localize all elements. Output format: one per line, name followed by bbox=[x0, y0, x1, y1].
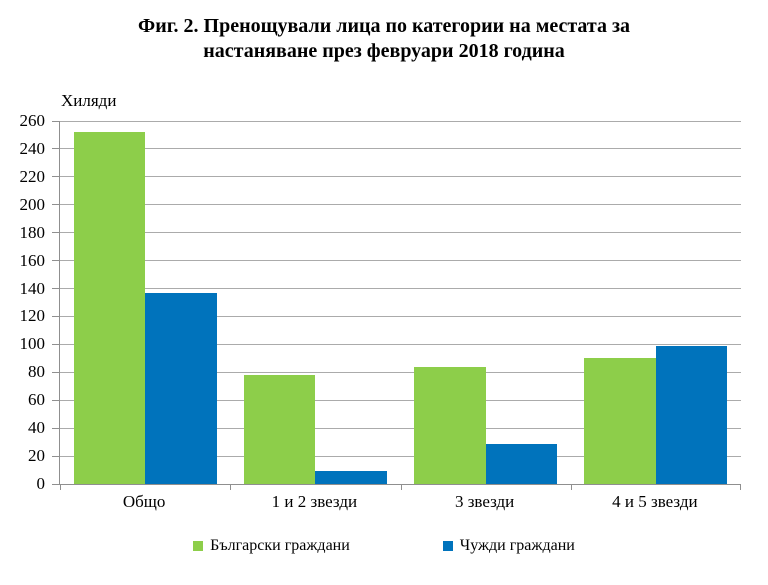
x-category-label-2: 1 и 2 звезди bbox=[271, 492, 358, 511]
bar-bulgarian-3 bbox=[414, 366, 486, 484]
x-axis-labels: Общо 1 и 2 звезди 3 звезди 4 и 5 звезди bbox=[59, 491, 740, 513]
y-tick-label-20: 20 bbox=[28, 446, 45, 466]
y-tick-label-80: 80 bbox=[28, 362, 45, 382]
y-tick-label-60: 60 bbox=[28, 390, 45, 410]
x-tick-mark-2 bbox=[400, 484, 402, 490]
gridline-y-40 bbox=[60, 427, 741, 429]
bar-foreign-1 bbox=[145, 292, 217, 484]
gridline-y-60 bbox=[60, 399, 741, 401]
legend-label-bulgarian: Български граждани bbox=[210, 537, 350, 554]
y-axis-tick-labels: 0 20 40 60 80 100 120 140 160 180 200 220 240 260 bbox=[0, 112, 46, 493]
x-category-label-4: 4 и 5 звезди bbox=[612, 492, 698, 511]
legend-item-bulgarian: Български граждани bbox=[193, 537, 350, 555]
bar-bulgarian-1 bbox=[73, 132, 145, 484]
y-tick-label-0: 0 bbox=[36, 474, 46, 493]
bar-foreign-4 bbox=[655, 345, 728, 484]
bar-foreign-2 bbox=[315, 471, 387, 484]
y-tick-label-260: 260 bbox=[19, 111, 46, 130]
y-tick-mark-100 bbox=[52, 343, 60, 345]
y-tick-label-140: 140 bbox=[19, 278, 46, 298]
x-tick-mark-3 bbox=[570, 484, 572, 490]
y-tick-mark-20 bbox=[52, 455, 60, 457]
gridline-y-120 bbox=[60, 315, 741, 317]
x-category-label-1: Общо bbox=[122, 492, 166, 511]
x-tick-mark-0 bbox=[60, 484, 61, 490]
y-tick-mark-180 bbox=[52, 232, 60, 234]
y-tick-mark-0 bbox=[52, 483, 60, 485]
gridline-y-180 bbox=[60, 232, 741, 234]
bar-bulgarian-4 bbox=[584, 358, 656, 484]
y-tick-mark-200 bbox=[52, 204, 60, 206]
y-tick-mark-60 bbox=[52, 399, 60, 401]
y-tick-mark-120 bbox=[52, 315, 60, 317]
y-tick-label-100: 100 bbox=[19, 334, 46, 354]
x-tick-mark-4 bbox=[740, 484, 741, 490]
y-tick-mark-140 bbox=[52, 288, 60, 290]
y-tick-label-160: 160 bbox=[19, 250, 46, 270]
plot-area bbox=[52, 120, 741, 490]
y-tick-mark-240 bbox=[52, 148, 60, 150]
chart-title-line1: Фиг. 2. Пренощували лица по категории на… bbox=[138, 15, 630, 37]
gridline-y-260 bbox=[60, 120, 741, 122]
y-axis-title: Хиляди bbox=[61, 91, 117, 110]
y-tick-label-40: 40 bbox=[28, 418, 45, 438]
chart-title: Фиг. 2. Пренощували лица по категории на… bbox=[0, 14, 768, 64]
y-tick-mark-220 bbox=[52, 176, 60, 178]
y-tick-mark-260 bbox=[52, 120, 60, 122]
gridline-y-140 bbox=[60, 288, 741, 290]
x-category-label-3: 3 звезди bbox=[454, 492, 515, 511]
gridline-y-200 bbox=[60, 204, 741, 206]
y-tick-label-220: 220 bbox=[19, 166, 46, 186]
legend-swatch-bulgarian bbox=[193, 541, 204, 551]
gridline-y-80 bbox=[60, 371, 741, 373]
legend: Български граждани Чужди граждани bbox=[30, 537, 738, 555]
legend-swatch-foreign bbox=[442, 541, 453, 551]
y-tick-label-200: 200 bbox=[19, 194, 46, 214]
legend-item-foreign: Чужди граждани bbox=[442, 537, 575, 555]
gridline-y-160 bbox=[60, 260, 741, 262]
x-tick-mark-1 bbox=[230, 484, 232, 490]
gridline-y-220 bbox=[60, 176, 741, 178]
bar-foreign-3 bbox=[485, 443, 557, 484]
gridline-y-240 bbox=[60, 148, 741, 150]
y-tick-mark-160 bbox=[52, 260, 60, 262]
y-tick-mark-80 bbox=[52, 371, 60, 373]
gridline-y-100 bbox=[60, 343, 741, 345]
y-tick-mark-40 bbox=[52, 427, 60, 429]
legend-label-foreign: Чужди граждани bbox=[459, 537, 575, 554]
y-tick-label-240: 240 bbox=[19, 138, 46, 158]
bar-bulgarian-2 bbox=[243, 375, 316, 484]
chart-title-line2: настаняване през февруари 2018 година bbox=[203, 40, 565, 62]
y-tick-label-120: 120 bbox=[19, 306, 46, 326]
gridline-y-20 bbox=[60, 455, 741, 457]
y-tick-label-180: 180 bbox=[19, 222, 46, 242]
